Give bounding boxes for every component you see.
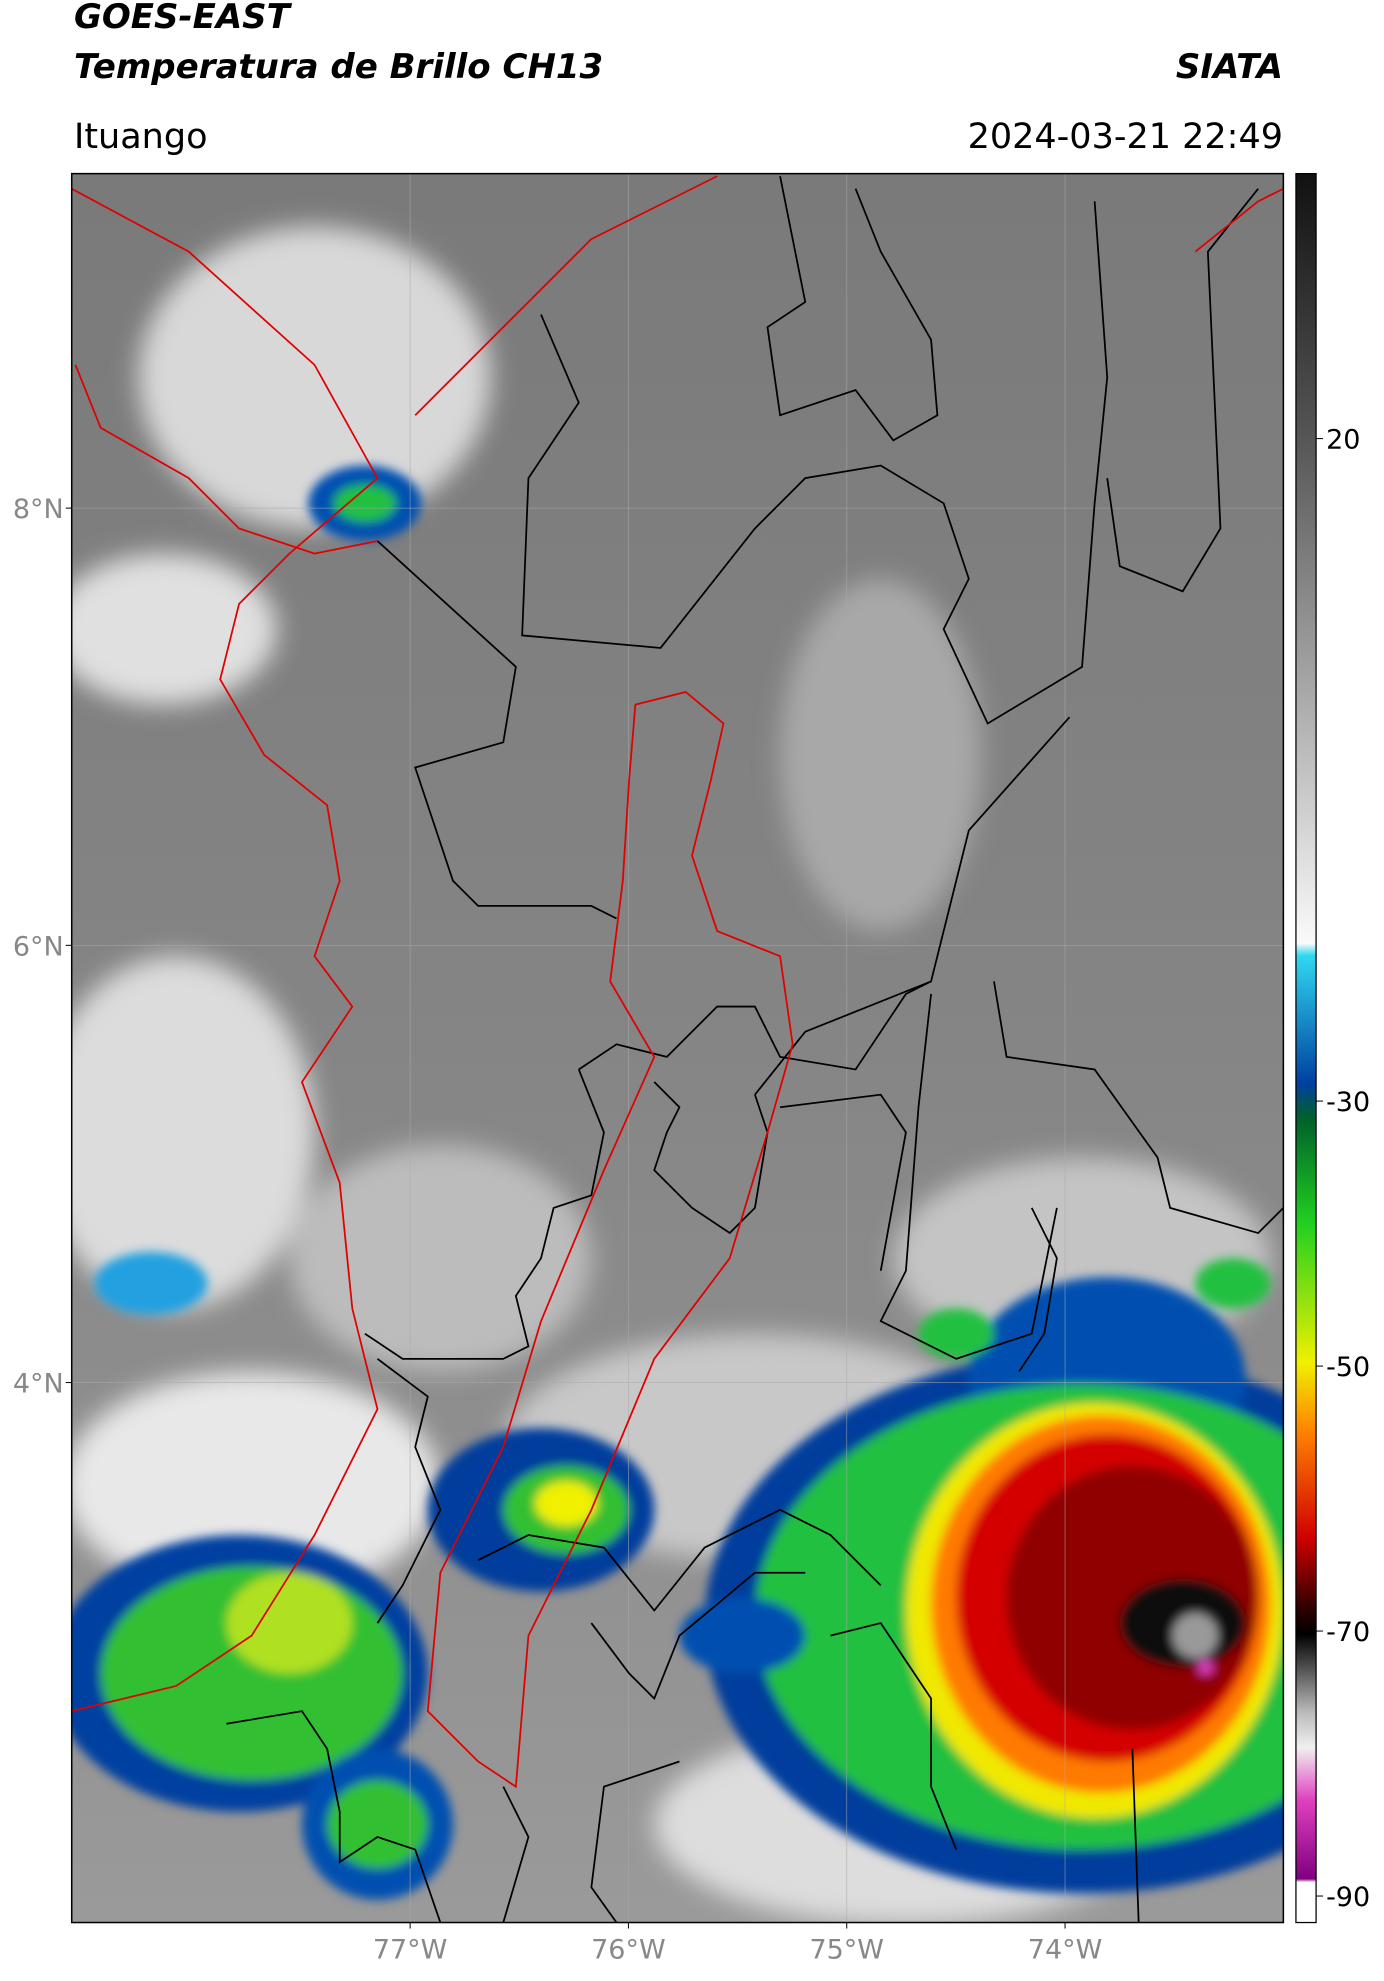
x-tick-label: 76°W bbox=[591, 1935, 666, 1966]
y-tick-label: 4°N bbox=[13, 1369, 64, 1400]
title: GOES-EAST bbox=[74, 0, 293, 37]
department-borders bbox=[226, 175, 1284, 1923]
x-tick-label: 74°W bbox=[1028, 1935, 1103, 1966]
colorbar-tick-label: -30 bbox=[1326, 1087, 1370, 1118]
colorbar bbox=[1295, 173, 1317, 1924]
convective-cells bbox=[71, 465, 1284, 1900]
colorbar-tick-label: -70 bbox=[1326, 1617, 1370, 1648]
colorbar-tick-label: -50 bbox=[1326, 1352, 1370, 1383]
coastline-and-basin bbox=[71, 175, 1284, 1789]
location: Ituango bbox=[74, 117, 208, 157]
agency: SIATA bbox=[1176, 47, 1283, 87]
y-tick-label: 8°N bbox=[13, 494, 64, 525]
y-tick-label: 6°N bbox=[13, 931, 64, 962]
satellite-image bbox=[71, 173, 1284, 1923]
colorbar-tick-label: -90 bbox=[1326, 1882, 1370, 1913]
colorbar-tick-label: 20 bbox=[1326, 425, 1360, 456]
map-frame bbox=[70, 172, 1285, 1924]
x-tick-label: 77°W bbox=[373, 1935, 448, 1966]
map bbox=[70, 172, 1317, 1924]
subtitle: Temperatura de Brillo CH13 bbox=[74, 47, 603, 87]
datetime: 2024-03-21 22:49 bbox=[968, 117, 1283, 157]
x-tick-label: 75°W bbox=[809, 1935, 884, 1966]
